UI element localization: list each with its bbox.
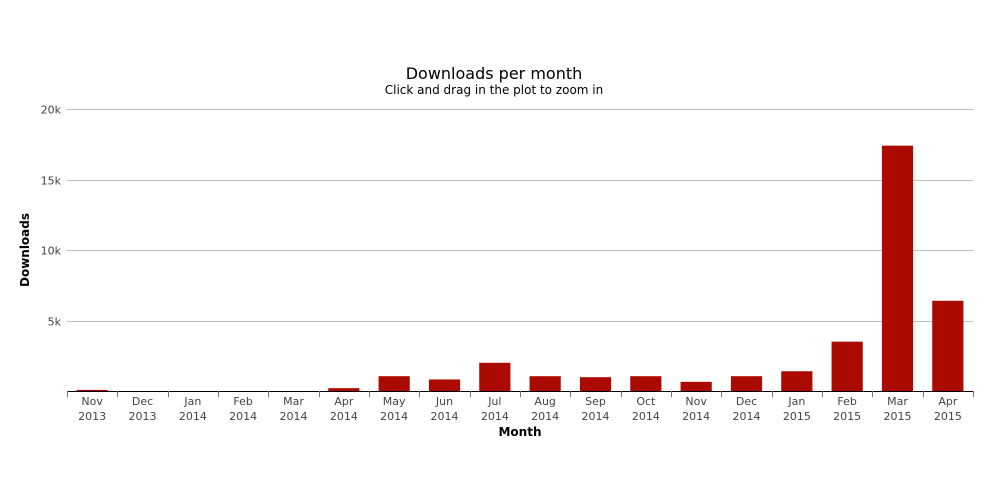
x-tick-label-month: Jan	[787, 395, 805, 408]
y-tick-label: 5k	[48, 316, 62, 329]
x-tick-label-year: 2014	[531, 410, 559, 423]
y-axis-title: Downloads	[18, 213, 32, 287]
x-tick-label-year: 2014	[280, 410, 308, 423]
bar[interactable]	[529, 376, 561, 391]
y-tick-label: 15k	[41, 175, 62, 188]
bar[interactable]	[932, 300, 964, 391]
x-axis-ticks: Nov 2013 Dec 2013 Jan 2014 Feb 2014 Mar 2014 Apr 20…	[67, 391, 974, 423]
x-tick-label-month: Sep	[585, 395, 606, 408]
bar[interactable]	[680, 381, 712, 391]
x-tick-label-year: 2013	[78, 410, 106, 423]
x-tick-label-month: May	[383, 395, 406, 408]
bar[interactable]	[831, 341, 863, 391]
x-tick-label-month: Mar	[887, 395, 908, 408]
x-tick-label-year: 2015	[833, 410, 861, 423]
chart-subtitle: Click and drag in the plot to zoom in	[385, 83, 604, 97]
y-tick-label: 10k	[41, 245, 62, 258]
chart-title: Downloads per month	[406, 64, 583, 83]
x-tick-label-month: Nov	[81, 395, 103, 408]
x-tick-label-month: Jun	[435, 395, 453, 408]
bar[interactable]	[881, 145, 914, 391]
x-tick-label-month: Mar	[283, 395, 304, 408]
x-axis-title: Month	[498, 425, 541, 439]
x-tick-label-month: Jan	[183, 395, 201, 408]
x-tick-label-year: 2014	[431, 410, 459, 423]
bar[interactable]	[579, 377, 612, 391]
x-tick-label-month: Apr	[938, 395, 958, 408]
x-tick-label-month: Feb	[233, 395, 252, 408]
x-tick-label-year: 2013	[129, 410, 157, 423]
x-tick-label-year: 2014	[330, 410, 358, 423]
bar[interactable]	[76, 389, 108, 391]
bar[interactable]	[730, 376, 763, 391]
x-tick-label-year: 2014	[229, 410, 257, 423]
x-tick-label-month: Feb	[837, 395, 856, 408]
x-tick-label-year: 2014	[682, 410, 710, 423]
x-tick-label-month: Dec	[736, 395, 757, 408]
x-tick-label-year: 2014	[582, 410, 610, 423]
x-tick-label-year: 2014	[733, 410, 761, 423]
x-tick-label-year: 2015	[934, 410, 962, 423]
gridlines	[67, 109, 973, 322]
x-tick-label-year: 2014	[481, 410, 509, 423]
y-tick-label: 20k	[41, 104, 62, 117]
x-tick-label-month: Dec	[132, 395, 153, 408]
bar[interactable]	[479, 362, 511, 391]
bar[interactable]	[630, 376, 662, 391]
bar[interactable]	[378, 376, 410, 391]
x-tick-label-year: 2014	[632, 410, 660, 423]
bar[interactable]	[781, 371, 813, 391]
y-axis-labels: 5k 10k 15k 20k	[41, 104, 62, 329]
x-tick-label-year: 2015	[783, 410, 811, 423]
x-tick-label-month: Apr	[334, 395, 354, 408]
x-tick-label-month: Jul	[487, 395, 501, 408]
x-tick-label-year: 2014	[179, 410, 207, 423]
bar[interactable]	[328, 388, 360, 391]
x-tick-label-year: 2015	[884, 410, 912, 423]
x-tick-label-month: Aug	[534, 395, 555, 408]
x-tick-label-month: Oct	[636, 395, 656, 408]
x-tick-label-year: 2014	[380, 410, 408, 423]
x-tick-label-month: Nov	[685, 395, 707, 408]
bar-series	[76, 145, 964, 391]
bar[interactable]	[428, 379, 461, 391]
